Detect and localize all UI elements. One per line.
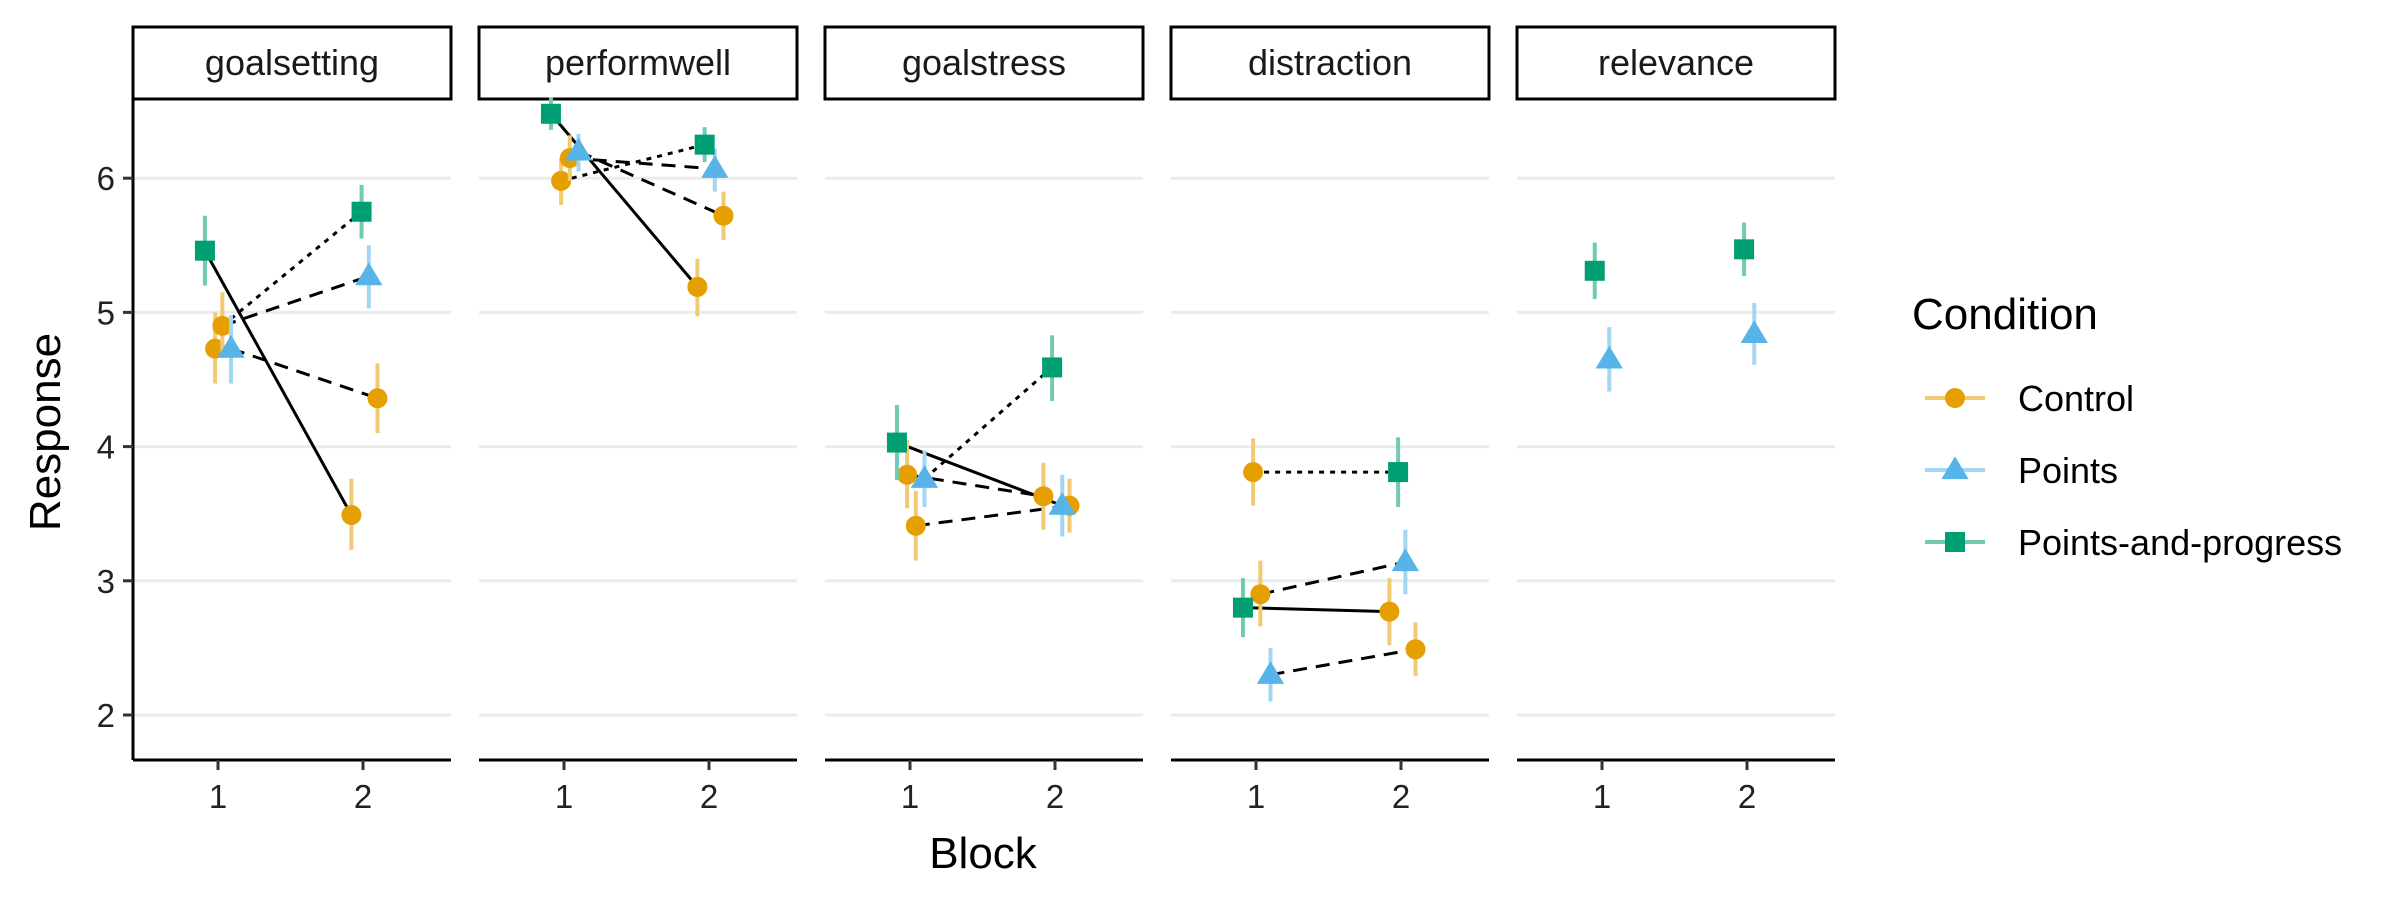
y-tick-label: 6 — [97, 160, 115, 197]
data-point-points — [564, 137, 593, 161]
facet-strip-label: relevance — [1598, 42, 1754, 83]
x-tick-label: 2 — [1392, 778, 1410, 815]
legend-item-points-and-progress: Points-and-progress — [1925, 522, 2342, 563]
facet-strip — [1515, 25, 1837, 101]
facet-strip-label: goalstress — [902, 42, 1066, 83]
y-tick-label: 2 — [97, 697, 115, 734]
data-point-points-and-progress — [694, 134, 715, 155]
connector-line-solid — [1242, 606, 1390, 614]
facet-strip — [131, 25, 453, 101]
facet-relevance: relevance 1 2 — [1515, 25, 1837, 815]
connector-line-dashed — [221, 274, 370, 328]
legend-title: Condition — [1912, 290, 2098, 339]
data-point-points-and-progress — [1734, 239, 1755, 260]
legend-label: Points-and-progress — [2018, 522, 2342, 563]
data-point-points-and-progress — [886, 432, 907, 453]
data-point-points — [217, 334, 245, 358]
x-tick-label: 1 — [555, 778, 573, 815]
data-point-points — [1048, 491, 1076, 515]
legend-key-marker — [1945, 532, 1965, 552]
connector-line-dashed — [577, 149, 725, 218]
facet-strip — [823, 25, 1145, 101]
data-point-control — [1405, 639, 1426, 660]
connector-line-dotted — [560, 143, 706, 183]
legend-item-points: Points — [1925, 450, 2118, 491]
data-point-points-and-progress — [1232, 597, 1253, 618]
connector-line-dashed — [230, 347, 378, 400]
y-axis: 2 3 4 5 6 — [97, 100, 135, 760]
legend-item-control: Control — [1925, 378, 2134, 419]
x-tick-label: 2 — [700, 778, 718, 815]
x-axis-title: Block — [929, 829, 1038, 878]
connector-line-solid — [549, 112, 699, 288]
connector-line-dashed — [569, 156, 715, 171]
data-point-control — [713, 205, 734, 226]
data-point-control — [341, 505, 362, 526]
data-point-points — [910, 465, 939, 488]
data-point-points-and-progress — [1388, 462, 1409, 483]
data-point-points — [701, 155, 729, 178]
data-point-points-and-progress — [351, 201, 372, 222]
connector-line-dashed — [915, 504, 1070, 528]
x-tick-label: 1 — [901, 778, 919, 815]
x-tick-label: 2 — [1046, 778, 1064, 815]
data-point-points-and-progress — [1584, 260, 1605, 281]
y-axis-title: Response — [21, 333, 70, 531]
data-point-control — [1379, 601, 1400, 622]
facet-strip-label: performwell — [545, 42, 731, 83]
legend-label: Control — [2018, 378, 2134, 419]
connector-line-dashed — [1270, 647, 1416, 677]
data-point-control — [897, 464, 918, 485]
facet-strip — [1169, 25, 1491, 101]
x-tick-label: 2 — [354, 778, 372, 815]
facet-performwell: performwell 1 2 — [477, 25, 799, 815]
data-point-points — [1740, 320, 1768, 343]
legend-key-marker — [1945, 388, 1965, 408]
y-tick-label: 5 — [97, 294, 115, 331]
data-point-control — [367, 388, 388, 409]
data-point-points-and-progress — [540, 103, 561, 124]
y-tick-label: 4 — [97, 429, 115, 466]
data-point-control — [551, 170, 572, 191]
connector-line-dotted — [221, 210, 363, 327]
data-point-points — [1595, 345, 1623, 369]
x-tick-label: 1 — [1593, 778, 1611, 815]
connector-line-solid — [203, 249, 353, 516]
data-point-control — [687, 276, 708, 297]
legend-key-marker — [1941, 456, 1969, 480]
data-point-points — [1256, 661, 1285, 684]
y-tick-label: 3 — [97, 563, 115, 600]
data-point-points — [1391, 548, 1419, 572]
data-point-control — [905, 515, 926, 536]
data-point-points — [355, 262, 383, 286]
data-point-control — [212, 315, 233, 336]
data-point-control — [1033, 486, 1054, 507]
x-tick-label: 1 — [209, 778, 227, 815]
facet-goalsetting: goalsetting 1 2 — [131, 25, 453, 815]
x-tick-label: 1 — [1247, 778, 1265, 815]
facet-distraction: distraction 1 2 — [1169, 25, 1491, 815]
data-point-points-and-progress — [1042, 357, 1063, 378]
data-point-control — [1250, 584, 1271, 605]
connector-line-dashed — [1260, 560, 1406, 596]
facet-strip-label: goalsetting — [205, 42, 379, 83]
facet-goalstress: goalstress 1 2 — [823, 25, 1145, 815]
data-point-points-and-progress — [194, 240, 215, 261]
facet-strip — [477, 25, 799, 101]
x-tick-label: 2 — [1738, 778, 1756, 815]
facet-strip-label: distraction — [1248, 42, 1412, 83]
legend-label: Points — [2018, 450, 2118, 491]
legend: Condition Control Points Points-and-progre… — [1912, 290, 2342, 563]
data-point-control — [1243, 462, 1264, 483]
connector-line-dotted — [923, 366, 1054, 480]
